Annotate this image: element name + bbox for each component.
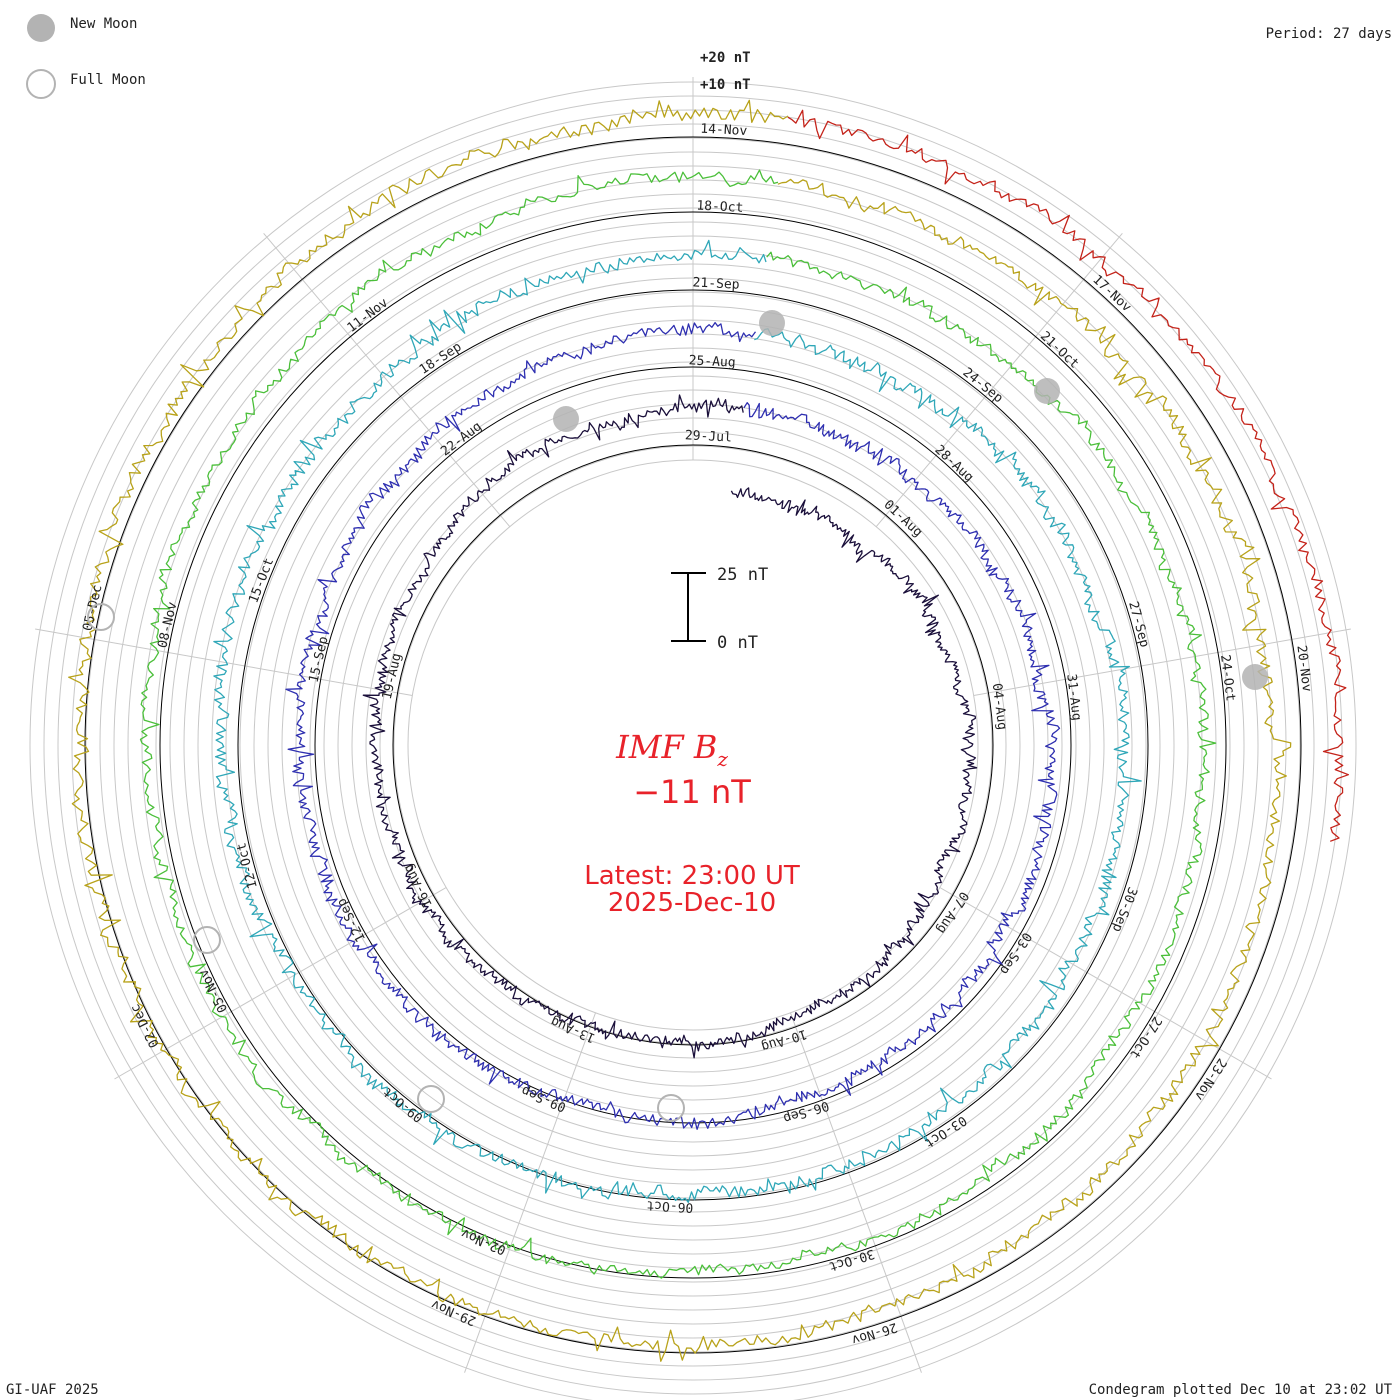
date-label: 18-Oct (696, 199, 744, 216)
grid-spoke (35, 628, 413, 697)
new-moon-marker (759, 310, 785, 336)
new-moon-marker (553, 406, 579, 432)
date-label: 14-Nov (700, 122, 748, 139)
full-moon-marker (417, 1085, 445, 1113)
series-line-cycle-2 (285, 321, 1061, 1130)
date-label: 13-Aug (549, 1013, 598, 1045)
date-label: 21-Sep (692, 275, 740, 292)
date-label: 05-Nov (196, 966, 231, 1015)
ring-baselines (84, 136, 1302, 1354)
date-label: 25-Aug (688, 353, 736, 370)
date-label: 15-Sep (307, 635, 332, 684)
date-label: 15-Oct (246, 556, 277, 605)
latest-time: Latest: 23:00 UT (584, 861, 800, 891)
date-label: 29-Jul (685, 428, 733, 445)
baseline-ring (159, 211, 1227, 1279)
plotted-label: Condegram plotted Dec 10 at 23:02 UT (1089, 1382, 1393, 1398)
parameter-title: IMF Bz (615, 728, 728, 771)
baseline-ring (237, 289, 1149, 1201)
scale-20-label: +20 nT (700, 50, 751, 66)
baseline-ring (84, 136, 1302, 1354)
date-label: 28-Aug (932, 442, 977, 485)
grid-spoke (114, 887, 447, 1080)
series-line-cycle-5 (68, 99, 1292, 1362)
date-label: 26-Nov (850, 1319, 899, 1347)
series-line-cycle-6 (787, 109, 1350, 842)
full-moon-icon (26, 69, 56, 99)
scale-top-label: 25 nT (717, 565, 768, 585)
new-moon-marker (1034, 378, 1060, 404)
current-value: −11 nT (633, 773, 751, 811)
grid-spoke (464, 1012, 596, 1373)
grid-spoke (939, 887, 1272, 1080)
date-label: 31-Aug (1063, 673, 1084, 721)
legend-new-moon: New Moon (70, 16, 137, 32)
grid-spoke (263, 232, 511, 527)
date-label: 27-Sep (1125, 600, 1152, 649)
grid-spoke (973, 628, 1351, 697)
legend-full-moon: Full Moon (70, 72, 146, 88)
baseline-ring (392, 444, 994, 1046)
moon-markers (87, 310, 1268, 1122)
new-moon-marker (1242, 664, 1268, 690)
date-label: 12-Sep (334, 895, 369, 944)
legend: New Moon Full Moon (26, 14, 146, 99)
date-label: 04-Aug (989, 682, 1010, 730)
grid-spoke (875, 232, 1123, 527)
scale-bottom-label: 0 nT (717, 633, 758, 653)
series-traces (68, 99, 1350, 1362)
date-label: 24-Oct (1217, 654, 1238, 702)
date-label: 11-Nov (345, 295, 392, 335)
date-label: 17-Nov (1089, 272, 1134, 315)
date-label: 21-Oct (1037, 329, 1082, 372)
scale-10-label: +10 nT (700, 77, 751, 93)
grid-spoke (790, 1012, 922, 1373)
full-moon-marker (657, 1094, 685, 1122)
date-label: 01-Aug (881, 497, 926, 540)
scale-bar: 25 nT 0 nT (671, 565, 768, 653)
series-line-cycle-3 (213, 239, 1142, 1203)
credit-label: GI-UAF 2025 (6, 1382, 99, 1398)
date-label: 27-Oct (1126, 1013, 1164, 1061)
date-label: 06-Oct (646, 1197, 694, 1214)
period-label: Period: 27 days (1266, 26, 1392, 42)
new-moon-icon (27, 14, 55, 42)
parameter-main: IMF B (615, 728, 717, 766)
parameter-subscript: z (716, 747, 728, 771)
series-line-cycle-4 (139, 169, 1217, 1279)
date-label: 30-Sep (1109, 885, 1140, 934)
date-label: 03-Sep (996, 929, 1034, 977)
full-moon-marker (87, 603, 115, 631)
latest-date: 2025-Dec-10 (608, 888, 776, 918)
series-line-cycle-1 (362, 394, 978, 1059)
full-moon-marker (193, 926, 221, 954)
date-label: 02-Nov (459, 1225, 508, 1257)
date-label: 20-Nov (1293, 644, 1314, 693)
date-label: 22-Aug (438, 419, 485, 459)
date-label: 09-Sep (519, 1082, 568, 1114)
ring-grid (29, 77, 1357, 1400)
